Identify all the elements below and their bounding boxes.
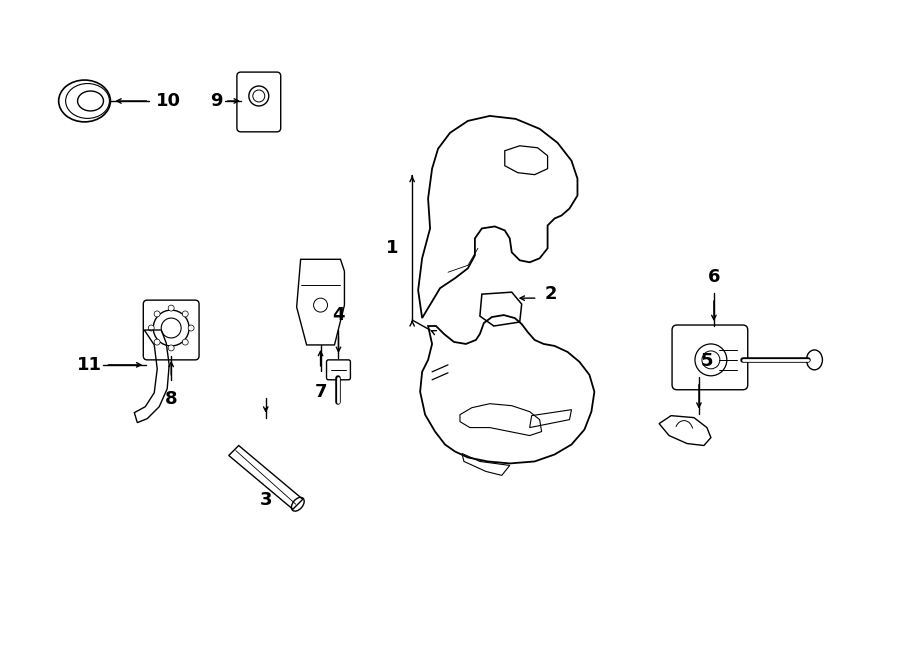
Text: 5: 5 [701, 352, 713, 370]
Text: 4: 4 [332, 306, 345, 324]
Circle shape [168, 345, 175, 351]
Text: 9: 9 [211, 92, 223, 110]
Circle shape [188, 325, 194, 331]
Text: 2: 2 [544, 285, 557, 303]
Circle shape [183, 311, 188, 317]
Text: 3: 3 [259, 491, 272, 510]
Circle shape [148, 325, 154, 331]
Circle shape [154, 311, 160, 317]
Text: 11: 11 [76, 356, 102, 374]
Text: 1: 1 [386, 239, 398, 257]
Text: 6: 6 [707, 268, 720, 286]
Text: 8: 8 [165, 390, 177, 408]
Text: 7: 7 [314, 383, 327, 401]
Circle shape [154, 339, 160, 345]
Text: 10: 10 [157, 92, 181, 110]
Circle shape [168, 305, 175, 311]
Circle shape [183, 339, 188, 345]
